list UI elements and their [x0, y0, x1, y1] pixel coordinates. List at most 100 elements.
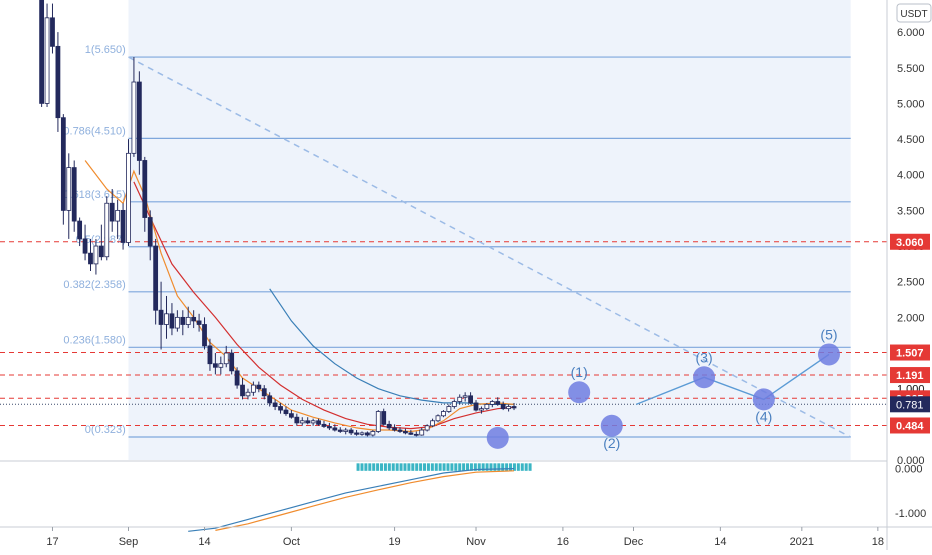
time-tick-label: Nov	[466, 536, 486, 548]
wave-point[interactable]	[600, 414, 623, 437]
time-axis[interactable]: 17 Sep 14 Oct 19 Nov 16 Dec 14 2021 18	[0, 526, 932, 548]
candle-body	[305, 420, 311, 424]
indicator-bar	[469, 463, 473, 471]
candle-body	[365, 432, 370, 436]
time-tick-label: 14	[714, 536, 726, 548]
price-axis[interactable]: USDT6.0005.5005.0004.5004.0003.5003.0002…	[886, 0, 932, 550]
fib-level-label: 0.5(2.987)	[76, 234, 126, 246]
indicator-bar	[407, 463, 411, 471]
candle-body	[93, 245, 99, 265]
candle-body	[77, 220, 83, 240]
current-price-tag-box	[890, 396, 930, 413]
candle-body	[343, 429, 349, 432]
price-tick-label: 2.000	[897, 312, 925, 324]
candle-body	[479, 408, 484, 411]
indicator-bar	[516, 463, 520, 471]
indicator-bar	[509, 463, 513, 471]
forecast-background	[0, 0, 887, 462]
indicator-bar	[462, 463, 466, 471]
currency-badge[interactable]: USDT	[896, 3, 932, 23]
candle-body	[158, 309, 164, 325]
indicator-bar	[438, 463, 442, 471]
wave-path[interactable]	[635, 353, 830, 406]
candle-body	[71, 167, 77, 222]
indicator-bar	[380, 463, 384, 471]
candle-body	[403, 431, 408, 434]
trend-line[interactable]	[128, 56, 852, 438]
time-tick-label: Dec	[624, 536, 644, 548]
candle-body	[66, 167, 72, 211]
time-tick-label: 14	[198, 536, 210, 548]
candle-body	[88, 252, 93, 265]
candle-body	[82, 238, 88, 254]
price-level-tag-box	[890, 417, 930, 434]
price-level-tag[interactable]: 0.484	[890, 417, 930, 434]
wave-point[interactable]	[817, 343, 840, 366]
indicator-bar	[419, 463, 423, 471]
wave-point[interactable]	[568, 381, 591, 404]
indicator-bar	[391, 463, 395, 471]
wave-point[interactable]	[486, 426, 509, 449]
indicator-bar	[356, 463, 360, 471]
indicator-bar	[387, 463, 391, 471]
candle-body	[370, 431, 376, 436]
price-tick-label: 6.000	[897, 27, 925, 39]
price-level-tag-box	[890, 344, 930, 361]
candle-body	[413, 433, 419, 436]
indicator-bar	[434, 463, 438, 471]
indicator-bar	[458, 463, 462, 471]
candle-body	[294, 416, 300, 424]
candle-body	[196, 320, 202, 325]
indicator-bar	[376, 463, 380, 471]
candle-body	[283, 409, 289, 415]
fib-level-label: 0.236(1.580)	[63, 334, 125, 346]
price-level-tag[interactable]: 1.191	[890, 367, 930, 384]
wave-point[interactable]	[752, 388, 775, 411]
candle-body	[375, 411, 381, 432]
indicator-bar	[372, 463, 376, 471]
wave-point[interactable]	[693, 366, 716, 389]
indicator-tick-label: -1.000	[895, 508, 926, 520]
candle-body	[484, 403, 490, 410]
indicator-bar	[477, 463, 481, 471]
wave-label: (4)	[755, 408, 772, 424]
candlesticks	[39, 0, 517, 437]
candle-body	[419, 429, 425, 436]
indicator-bar	[442, 463, 446, 471]
price-level-tag[interactable]: 1.507	[890, 344, 930, 361]
indicator-bar	[364, 463, 368, 471]
candle-body	[120, 209, 126, 243]
candle-body	[207, 345, 213, 365]
indicator-bar	[430, 463, 434, 471]
candle-body	[392, 427, 397, 431]
indicator-bar	[426, 463, 430, 471]
price-tick-label: 5.500	[897, 63, 925, 75]
indicator-bar	[423, 463, 427, 471]
price-level-tag[interactable]: 3.060	[890, 233, 930, 250]
diagonal-trend-line[interactable]	[128, 56, 852, 438]
wave-label: (3)	[696, 349, 713, 365]
candle-body	[327, 426, 332, 429]
price-tick-label: 0.000	[897, 455, 925, 467]
candle-body	[489, 401, 495, 405]
indicator-bar	[493, 463, 497, 471]
candle-body	[332, 427, 338, 431]
indicator-bar	[415, 463, 419, 471]
elliott-wave[interactable]: (1) (2) (3) (4) (5)	[486, 326, 840, 451]
candle-body	[261, 388, 267, 397]
candle-body	[191, 316, 197, 322]
candle-body	[354, 432, 359, 435]
indicator-bar	[473, 463, 477, 471]
candle-body	[169, 313, 175, 329]
candle-body	[164, 313, 169, 325]
candle-body	[381, 411, 387, 425]
candle-body	[359, 432, 365, 435]
indicator-bar	[411, 463, 415, 471]
indicator-bar	[505, 463, 509, 471]
candle-body	[441, 411, 446, 417]
indicator-tick-label: 0.000	[895, 464, 923, 476]
candle-body	[500, 403, 506, 410]
candle-body	[55, 45, 61, 119]
